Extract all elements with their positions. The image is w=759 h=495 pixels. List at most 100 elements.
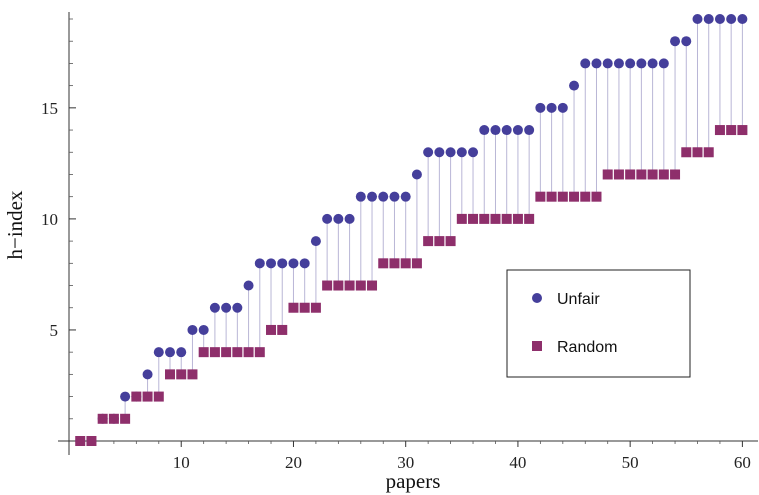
legend-box — [506, 269, 691, 378]
point-random — [714, 125, 725, 136]
point-unfair — [411, 169, 422, 180]
point-unfair — [647, 58, 658, 69]
point-unfair — [681, 36, 692, 47]
point-random — [221, 347, 232, 358]
point-random — [254, 347, 265, 358]
point-random — [591, 191, 602, 202]
point-unfair — [389, 191, 400, 202]
point-unfair — [636, 58, 647, 69]
point-random — [108, 413, 119, 424]
point-random — [546, 191, 557, 202]
point-unfair — [524, 125, 535, 136]
point-random — [625, 169, 636, 180]
point-random — [344, 280, 355, 291]
point-random — [400, 258, 411, 269]
series-layer — [75, 14, 748, 446]
point-unfair — [310, 236, 321, 247]
point-random — [165, 369, 176, 380]
x-ticks: 10 20 30 40 50 60 — [91, 441, 751, 472]
point-unfair — [176, 347, 187, 358]
point-random — [726, 125, 737, 136]
point-unfair — [445, 147, 456, 158]
point-random — [479, 213, 490, 224]
point-unfair — [580, 58, 591, 69]
point-random — [209, 347, 220, 358]
point-random — [658, 169, 669, 180]
point-unfair — [266, 258, 277, 269]
y-axis-title: h−index — [3, 190, 27, 259]
point-unfair — [670, 36, 681, 47]
point-random — [647, 169, 658, 180]
point-unfair — [546, 102, 557, 113]
point-unfair — [277, 258, 288, 269]
point-random — [613, 169, 624, 180]
point-unfair — [658, 58, 669, 69]
point-unfair — [591, 58, 602, 69]
point-unfair — [569, 80, 580, 91]
point-unfair — [232, 302, 243, 313]
point-unfair — [737, 14, 748, 24]
point-unfair — [378, 191, 389, 202]
point-unfair — [153, 347, 164, 358]
y-tick-label-10: 10 — [41, 210, 58, 229]
point-random — [97, 413, 108, 424]
point-random — [378, 258, 389, 269]
point-random — [176, 369, 187, 380]
point-unfair — [490, 125, 501, 136]
point-unfair — [479, 125, 490, 136]
point-unfair — [535, 102, 546, 113]
y-tick-label-5: 5 — [50, 321, 59, 340]
point-random — [299, 302, 310, 313]
point-random — [434, 236, 445, 247]
series-random — [75, 125, 748, 446]
point-random — [411, 258, 422, 269]
point-random — [670, 169, 681, 180]
x-tick-label-10: 10 — [173, 453, 190, 472]
point-random — [310, 302, 321, 313]
point-random — [277, 324, 288, 335]
series-unfair — [75, 14, 748, 446]
point-unfair — [243, 280, 254, 291]
point-unfair — [198, 324, 209, 335]
point-unfair — [434, 147, 445, 158]
legend-label-unfair: Unfair — [557, 291, 600, 308]
point-unfair — [288, 258, 299, 269]
x-tick-label-40: 40 — [509, 453, 526, 472]
point-random — [468, 213, 479, 224]
x-tick-label-50: 50 — [622, 453, 639, 472]
point-random — [131, 391, 142, 402]
point-unfair — [120, 391, 131, 402]
point-random — [86, 436, 97, 446]
point-random — [512, 213, 523, 224]
point-random — [187, 369, 198, 380]
point-random — [737, 125, 748, 136]
point-random — [501, 213, 512, 224]
point-unfair — [625, 58, 636, 69]
point-unfair — [400, 191, 411, 202]
point-random — [120, 413, 131, 424]
point-random — [333, 280, 344, 291]
x-axis-title: papers — [386, 469, 441, 493]
point-unfair — [322, 213, 333, 224]
y-ticks: 5 10 15 — [41, 18, 76, 420]
legend: Unfair Random — [506, 269, 691, 378]
point-unfair — [726, 14, 737, 24]
x-tick-label-30: 30 — [397, 453, 414, 472]
point-random — [142, 391, 153, 402]
point-unfair — [209, 302, 220, 313]
point-random — [389, 258, 400, 269]
point-unfair — [468, 147, 479, 158]
point-random — [636, 169, 647, 180]
legend-marker-unfair — [532, 293, 542, 303]
point-unfair — [344, 213, 355, 224]
point-random — [580, 191, 591, 202]
point-unfair — [142, 369, 153, 380]
point-random — [355, 280, 366, 291]
point-unfair — [299, 258, 310, 269]
point-random — [367, 280, 378, 291]
point-unfair — [221, 302, 232, 313]
point-random — [557, 191, 568, 202]
point-random — [322, 280, 333, 291]
x-tick-label-20: 20 — [285, 453, 302, 472]
